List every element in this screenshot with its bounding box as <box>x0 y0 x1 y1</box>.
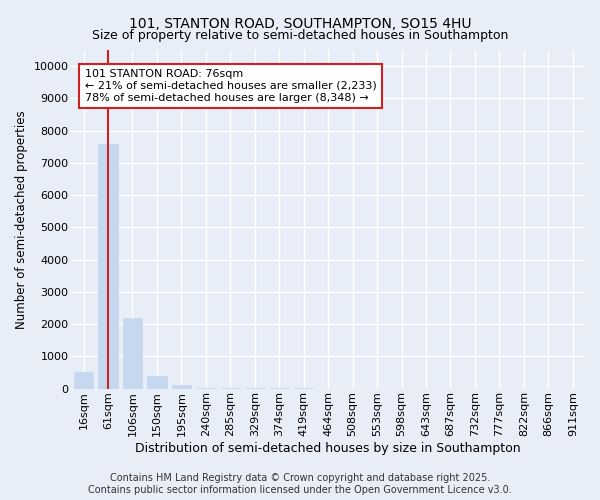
Bar <box>98 144 118 388</box>
X-axis label: Distribution of semi-detached houses by size in Southampton: Distribution of semi-detached houses by … <box>136 442 521 455</box>
Text: Size of property relative to semi-detached houses in Southampton: Size of property relative to semi-detach… <box>92 29 508 42</box>
Text: 101, STANTON ROAD, SOUTHAMPTON, SO15 4HU: 101, STANTON ROAD, SOUTHAMPTON, SO15 4HU <box>129 18 471 32</box>
Bar <box>74 372 94 388</box>
Bar <box>147 376 167 388</box>
Text: Contains HM Land Registry data © Crown copyright and database right 2025.
Contai: Contains HM Land Registry data © Crown c… <box>88 474 512 495</box>
Y-axis label: Number of semi-detached properties: Number of semi-detached properties <box>15 110 28 328</box>
Bar <box>123 318 142 388</box>
Text: 101 STANTON ROAD: 76sqm
← 21% of semi-detached houses are smaller (2,233)
78% of: 101 STANTON ROAD: 76sqm ← 21% of semi-de… <box>85 70 377 102</box>
Bar <box>172 386 191 388</box>
